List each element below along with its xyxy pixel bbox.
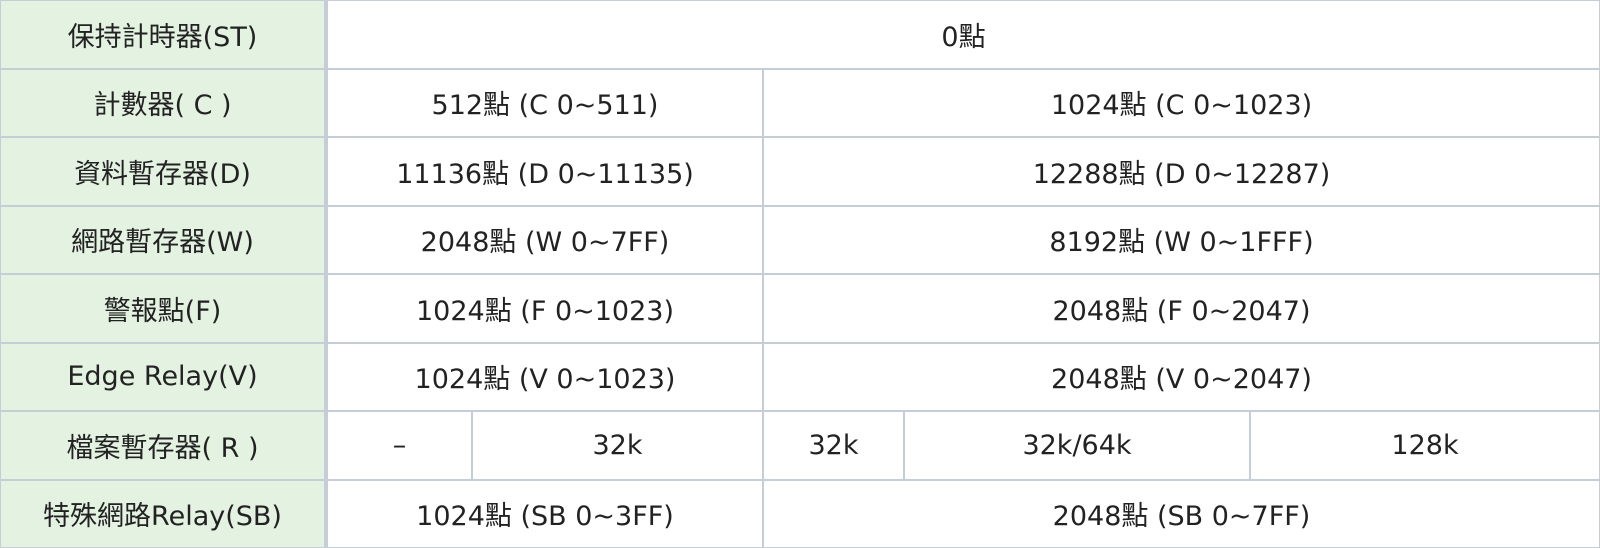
cell: 32k [472, 411, 763, 480]
cell: 12288點 (D 0~12287) [763, 137, 1600, 206]
cell: 8192點 (W 0~1FFF) [763, 205, 1600, 274]
row-label: 檔案暫存器( R ) [0, 411, 327, 480]
cell: 1024點 (V 0~1023) [327, 342, 763, 411]
row-label: 網路暫存器(W) [0, 205, 327, 274]
cell: – [327, 411, 472, 480]
row-label: 資料暫存器(D) [0, 137, 327, 206]
cell: 2048點 (W 0~7FF) [327, 205, 763, 274]
cell: 1024點 (C 0~1023) [763, 68, 1600, 137]
cell: 0點 [327, 0, 1600, 69]
row-label: 保持計時器(ST) [0, 0, 327, 69]
row-label: Edge Relay(V) [0, 342, 327, 411]
row-label: 警報點(F) [0, 274, 327, 343]
cell: 1024點 (SB 0~3FF) [327, 479, 763, 548]
cell: 2048點 (SB 0~7FF) [763, 479, 1600, 548]
cell: 11136點 (D 0~11135) [327, 137, 763, 206]
cell: 2048點 (F 0~2047) [763, 274, 1600, 343]
cell: 32k/64k [904, 411, 1250, 480]
cell: 1024點 (F 0~1023) [327, 274, 763, 343]
cell: 32k [763, 411, 904, 480]
cell: 512點 (C 0~511) [327, 68, 763, 137]
row-label: 計數器( C ) [0, 68, 327, 137]
cell: 128k [1250, 411, 1600, 480]
cell: 2048點 (V 0~2047) [763, 342, 1600, 411]
row-label: 特殊網路Relay(SB) [0, 479, 327, 548]
